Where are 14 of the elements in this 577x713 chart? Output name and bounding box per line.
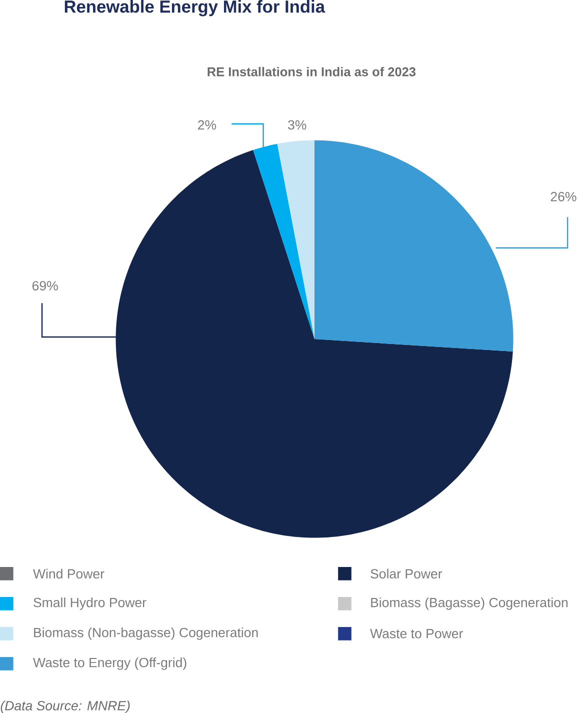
legend-label: Waste to Energy (Off-grid) <box>33 658 186 670</box>
legend-label: Biomass (Non-bagasse) Cogeneration <box>34 627 258 640</box>
chart-title: Renewable Energy Mix for India <box>65 0 326 16</box>
chart-subtitle: RE Installations in India as of 2023 <box>208 66 416 76</box>
data-label: 69% <box>32 281 58 290</box>
data-label: 3% <box>288 120 306 130</box>
legend-label: Biomass (Bagasse) Cogeneration <box>371 597 568 610</box>
legend-label: Small Hydro Power <box>34 597 146 610</box>
data-label: 26% <box>550 192 576 202</box>
legend-label: Solar Power <box>370 568 442 579</box>
data-label: 2% <box>198 120 216 130</box>
legend-label: Waste to Power <box>370 629 464 638</box>
legend-label: Wind Power <box>33 568 104 579</box>
text: (Data Source: MNRE) <box>0 700 130 713</box>
